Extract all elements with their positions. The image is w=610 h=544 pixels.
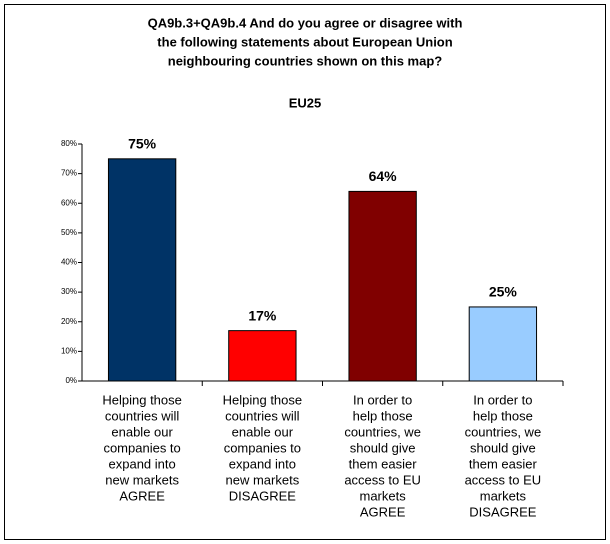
value-label: 25% bbox=[489, 284, 518, 300]
x-tick-label: new markets bbox=[226, 472, 300, 487]
x-tick-label: companies to bbox=[103, 440, 180, 455]
x-tick-label: countries will bbox=[225, 408, 300, 423]
bar bbox=[348, 190, 417, 382]
x-tick-label: them easier bbox=[349, 456, 418, 471]
y-tick-label: 10% bbox=[61, 346, 77, 355]
x-tick-label: Helping those bbox=[102, 392, 182, 407]
x-tick-label: them easier bbox=[469, 456, 538, 471]
x-tick-label: DISAGREE bbox=[469, 504, 537, 519]
x-tick-label: countries, we bbox=[465, 424, 542, 439]
x-tick-label: companies to bbox=[224, 440, 301, 455]
chart-subtitle: EU25 bbox=[289, 95, 322, 110]
x-tick-label: enable our bbox=[232, 424, 294, 439]
x-tick-label: Helping those bbox=[223, 392, 303, 407]
y-tick-label: 50% bbox=[61, 228, 77, 237]
x-tick-label: markets bbox=[480, 488, 527, 503]
x-tick-label: In order to bbox=[353, 392, 412, 407]
x-tick-label: should give bbox=[350, 440, 416, 455]
y-tick-label: 60% bbox=[61, 198, 77, 207]
x-tick-label: markets bbox=[360, 488, 407, 503]
chart-title: QA9b.3+QA9b.4 And do you agree or disagr… bbox=[148, 15, 463, 30]
chart-frame bbox=[4, 4, 606, 540]
chart-title: neighbouring countries shown on this map… bbox=[168, 53, 443, 68]
value-label: 75% bbox=[128, 136, 157, 152]
y-tick-label: 20% bbox=[61, 317, 77, 326]
x-tick-label: AGREE bbox=[119, 488, 165, 503]
y-tick-label: 80% bbox=[61, 139, 77, 148]
bar bbox=[468, 306, 538, 382]
y-tick-label: 30% bbox=[61, 287, 77, 296]
value-label: 17% bbox=[248, 307, 277, 323]
x-tick-label: expand into bbox=[109, 456, 176, 471]
y-tick-label: 70% bbox=[61, 169, 77, 178]
x-tick-label: access to EU bbox=[344, 472, 421, 487]
x-tick-label: expand into bbox=[229, 456, 296, 471]
x-tick-label: In order to bbox=[473, 392, 532, 407]
chart-title: the following statements about European … bbox=[157, 34, 452, 49]
y-tick-label: 0% bbox=[65, 376, 77, 385]
x-tick-label: help those bbox=[473, 408, 533, 423]
x-tick-label: DISAGREE bbox=[229, 488, 297, 503]
x-tick-label: countries, we bbox=[344, 424, 421, 439]
bar bbox=[107, 158, 177, 382]
value-label: 64% bbox=[369, 168, 398, 184]
y-tick-label: 40% bbox=[61, 258, 77, 267]
x-tick-label: new markets bbox=[105, 472, 179, 487]
bar bbox=[228, 330, 297, 382]
x-tick-label: should give bbox=[470, 440, 536, 455]
x-tick-label: access to EU bbox=[465, 472, 542, 487]
x-tick-label: countries will bbox=[105, 408, 180, 423]
x-tick-label: help those bbox=[353, 408, 413, 423]
x-tick-label: AGREE bbox=[360, 504, 406, 519]
x-tick-label: enable our bbox=[111, 424, 173, 439]
